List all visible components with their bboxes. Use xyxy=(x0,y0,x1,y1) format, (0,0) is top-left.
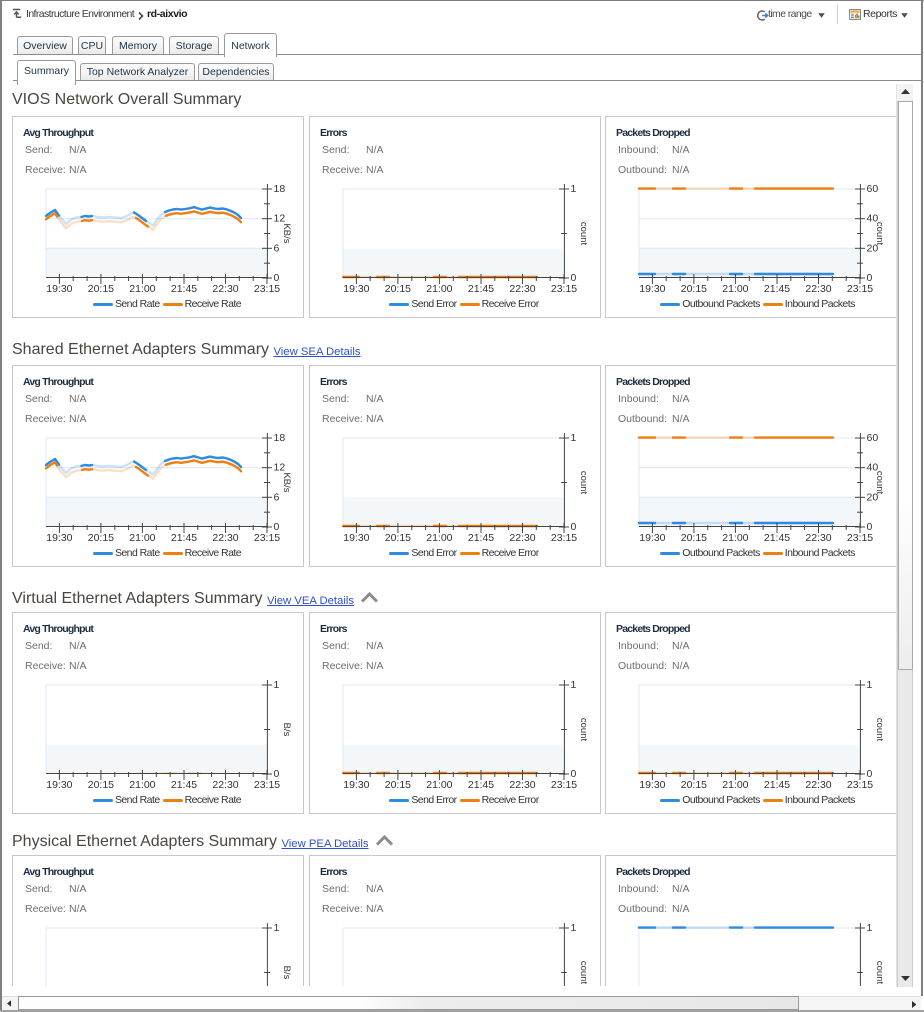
svg-text:count: count xyxy=(874,718,885,742)
svg-text:21:45: 21:45 xyxy=(171,779,197,791)
svg-text:60: 60 xyxy=(867,432,879,444)
svg-text:20:15: 20:15 xyxy=(681,779,707,791)
svg-text:21:00: 21:00 xyxy=(129,779,155,791)
svg-text:22:30: 22:30 xyxy=(805,283,831,295)
svg-text:21:45: 21:45 xyxy=(764,779,790,791)
svg-text:19:30: 19:30 xyxy=(46,532,72,544)
svg-text:19:30: 19:30 xyxy=(46,779,72,791)
svg-text:count: count xyxy=(578,471,589,495)
svg-text:1: 1 xyxy=(571,432,577,444)
svg-text:23:15: 23:15 xyxy=(847,779,873,791)
svg-text:23:15: 23:15 xyxy=(254,532,280,544)
svg-text:21:45: 21:45 xyxy=(764,532,790,544)
svg-text:20:15: 20:15 xyxy=(385,779,411,791)
svg-text:20: 20 xyxy=(867,491,879,503)
svg-text:1: 1 xyxy=(274,679,280,691)
svg-text:count: count xyxy=(874,471,885,495)
svg-text:1: 1 xyxy=(867,922,873,934)
svg-text:0: 0 xyxy=(867,272,873,284)
svg-text:count: count xyxy=(578,718,589,742)
svg-text:20:15: 20:15 xyxy=(88,283,114,295)
svg-text:21:45: 21:45 xyxy=(171,532,197,544)
svg-text:KB/s: KB/s xyxy=(281,472,292,492)
svg-text:22:30: 22:30 xyxy=(509,532,535,544)
svg-text:20:15: 20:15 xyxy=(681,532,707,544)
svg-text:23:15: 23:15 xyxy=(551,779,577,791)
svg-text:21:00: 21:00 xyxy=(129,283,155,295)
svg-text:22:30: 22:30 xyxy=(509,779,535,791)
svg-text:23:15: 23:15 xyxy=(847,532,873,544)
svg-text:count: count xyxy=(578,961,589,985)
svg-text:0: 0 xyxy=(571,768,577,780)
svg-text:count: count xyxy=(874,222,885,246)
svg-text:22:30: 22:30 xyxy=(212,283,238,295)
svg-text:20: 20 xyxy=(867,242,879,254)
svg-text:22:30: 22:30 xyxy=(805,532,831,544)
svg-text:21:00: 21:00 xyxy=(426,283,452,295)
svg-text:19:30: 19:30 xyxy=(343,779,369,791)
svg-text:0: 0 xyxy=(274,272,280,284)
svg-text:21:00: 21:00 xyxy=(722,779,748,791)
svg-text:19:30: 19:30 xyxy=(46,283,72,295)
svg-text:21:00: 21:00 xyxy=(722,532,748,544)
svg-text:KB/s: KB/s xyxy=(281,223,292,243)
svg-text:23:15: 23:15 xyxy=(551,283,577,295)
svg-text:0: 0 xyxy=(571,272,577,284)
svg-text:18: 18 xyxy=(274,432,286,444)
svg-text:19:30: 19:30 xyxy=(639,532,665,544)
svg-text:22:30: 22:30 xyxy=(212,779,238,791)
svg-text:21:45: 21:45 xyxy=(468,532,494,544)
svg-text:21:45: 21:45 xyxy=(764,283,790,295)
svg-text:21:45: 21:45 xyxy=(468,779,494,791)
svg-text:1: 1 xyxy=(867,679,873,691)
svg-text:23:15: 23:15 xyxy=(254,283,280,295)
svg-text:12: 12 xyxy=(274,462,286,474)
svg-text:20:15: 20:15 xyxy=(385,532,411,544)
svg-text:19:30: 19:30 xyxy=(343,532,369,544)
svg-text:0: 0 xyxy=(274,768,280,780)
svg-text:20:15: 20:15 xyxy=(88,532,114,544)
svg-text:23:15: 23:15 xyxy=(551,532,577,544)
svg-text:1: 1 xyxy=(571,679,577,691)
svg-text:6: 6 xyxy=(274,242,280,254)
svg-text:21:00: 21:00 xyxy=(426,532,452,544)
svg-text:20:15: 20:15 xyxy=(385,283,411,295)
svg-text:21:00: 21:00 xyxy=(722,283,748,295)
svg-text:21:45: 21:45 xyxy=(171,283,197,295)
svg-text:1: 1 xyxy=(571,183,577,195)
svg-text:count: count xyxy=(578,222,589,246)
svg-text:1: 1 xyxy=(571,922,577,934)
svg-text:21:45: 21:45 xyxy=(468,283,494,295)
svg-text:23:15: 23:15 xyxy=(254,779,280,791)
svg-text:19:30: 19:30 xyxy=(639,779,665,791)
svg-text:60: 60 xyxy=(867,183,879,195)
svg-text:19:30: 19:30 xyxy=(639,283,665,295)
svg-text:22:30: 22:30 xyxy=(212,532,238,544)
svg-text:23:15: 23:15 xyxy=(847,283,873,295)
svg-text:19:30: 19:30 xyxy=(343,283,369,295)
svg-text:12: 12 xyxy=(274,213,286,225)
svg-text:count: count xyxy=(874,961,885,985)
svg-text:0: 0 xyxy=(867,768,873,780)
svg-text:1: 1 xyxy=(274,922,280,934)
svg-text:21:00: 21:00 xyxy=(129,532,155,544)
svg-text:6: 6 xyxy=(274,491,280,503)
svg-text:B/s: B/s xyxy=(281,966,292,980)
svg-text:0: 0 xyxy=(274,521,280,533)
svg-text:0: 0 xyxy=(571,521,577,533)
svg-text:20:15: 20:15 xyxy=(88,779,114,791)
svg-text:22:30: 22:30 xyxy=(805,779,831,791)
svg-text:21:00: 21:00 xyxy=(426,779,452,791)
svg-text:20:15: 20:15 xyxy=(681,283,707,295)
svg-text:40: 40 xyxy=(867,213,879,225)
svg-text:18: 18 xyxy=(274,183,286,195)
svg-text:B/s: B/s xyxy=(281,723,292,737)
svg-text:22:30: 22:30 xyxy=(509,283,535,295)
svg-text:40: 40 xyxy=(867,462,879,474)
svg-text:0: 0 xyxy=(867,521,873,533)
